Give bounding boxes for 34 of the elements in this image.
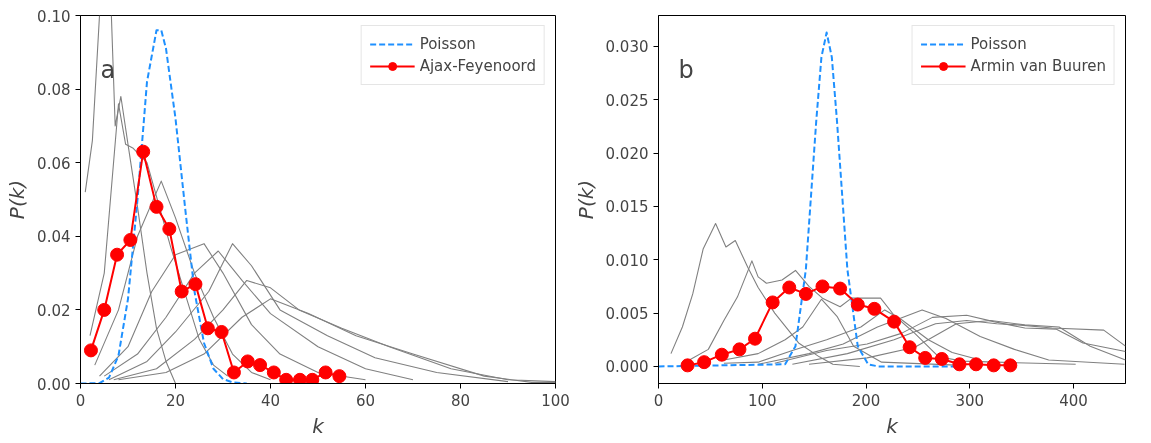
y-tick-label: 0.06 [37,154,71,173]
x-tick-label: 0 [653,391,664,410]
y-axis-title: P(k) [573,179,598,220]
x-tick-label: 20 [165,391,186,410]
legend-label: Ajax-Feyenoord [419,57,536,75]
y-tick-label: 0.00 [37,375,71,394]
y-tick-label: 0.030 [605,38,649,57]
x-axis-title: k [312,413,326,438]
y-tick-label: 0.015 [605,198,649,217]
x-tick-label: 0 [75,391,86,410]
x-tick-label: 100 [747,391,777,410]
annotation: b [678,55,694,84]
y-tick-label: 0.025 [605,91,649,110]
legend-label: Armin van Buuren [970,57,1106,75]
annotation: a [100,55,116,84]
legend-label: Poisson [419,35,476,53]
x-tick-label: 300 [955,391,985,410]
x-tick-label: 200 [851,391,881,410]
y-tick-label: 0.005 [605,305,649,324]
x-axis-title: k [886,413,900,438]
y-tick-label: 0.010 [605,251,649,270]
x-tick-label: 400 [1059,391,1088,410]
y-tick-label: 0.000 [605,358,649,377]
legend-label: Poisson [970,35,1027,53]
y-tick-label: 0.10 [37,7,71,26]
y-tick-label: 0.020 [605,145,649,164]
y-axis-title: P(k) [5,179,30,220]
x-tick-label: 100 [541,391,570,410]
x-tick-label: 80 [450,391,471,410]
x-tick-label: 40 [260,391,281,410]
y-tick-label: 0.08 [37,81,71,100]
y-tick-label: 0.04 [37,228,71,247]
x-tick-label: 60 [355,391,376,410]
y-tick-label: 0.02 [37,301,71,320]
